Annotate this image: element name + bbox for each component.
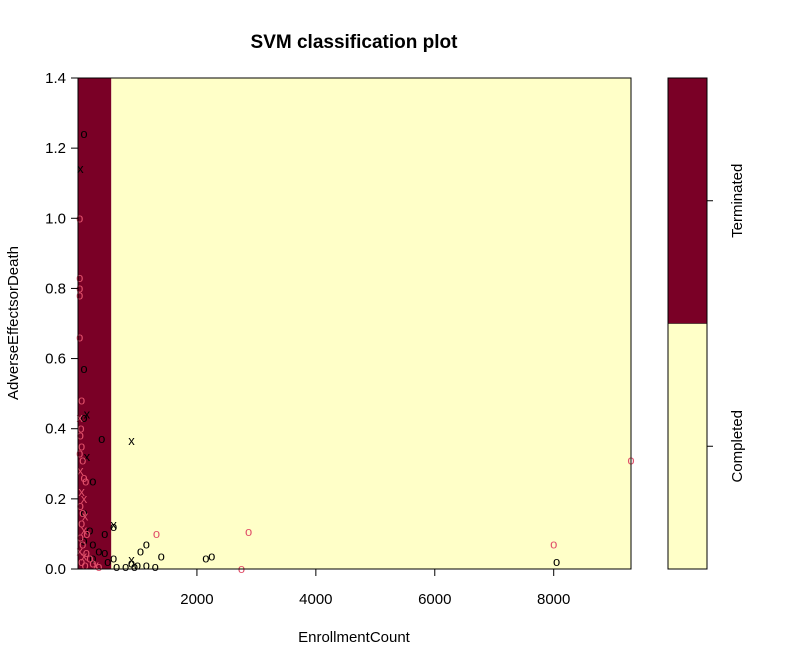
point-terminated: o [77,498,84,513]
point-terminated: o [78,554,85,569]
point-terminated: o [82,473,89,488]
point-completed: x [84,449,91,464]
point-terminated: o [86,550,93,565]
point-terminated: o [76,287,83,302]
point-terminated: o [82,557,89,572]
region-terminated [78,78,112,569]
point-completed: o [137,543,144,558]
x-axis-label: EnrollmentCount [298,629,411,646]
point-completed: o [95,543,102,558]
point-completed: o [208,549,215,564]
point-terminated: o [83,545,90,560]
point-terminated: o [76,210,83,225]
point-terminated: o [89,556,96,571]
point-terminated: o [76,280,83,295]
legend-swatch-terminated [668,78,707,324]
point-completed: o [86,522,93,537]
point-completed: x [84,407,91,422]
y-tick-label: 1.0 [45,210,66,227]
point-terminated: x [77,463,84,478]
point-completed: o [80,361,87,376]
point-terminated: x [82,508,89,523]
point-completed: x [128,552,135,567]
point-completed: o [122,559,129,574]
y-tick-label: 0.4 [45,421,66,438]
y-tick-label: 0.0 [45,561,66,578]
point-terminated: x [81,522,88,537]
point-completed: o [101,545,108,560]
point-terminated: o [77,428,84,443]
point-completed: o [80,533,87,548]
point-completed: x [110,517,117,532]
x-axis: 2000 4000 6000 8000 [180,569,570,608]
point-completed: o [110,519,117,534]
point-terminated: x [78,484,85,499]
point-completed: o [128,556,135,571]
point-completed: x [128,433,135,448]
point-completed: o [553,554,560,569]
point-terminated: o [153,526,160,541]
point-terminated: x [93,557,100,572]
point-completed: o [143,536,150,551]
point-terminated: x [81,491,88,506]
y-axis-label: AdverseEffectsorDeath [5,246,22,400]
point-terminated: o [78,515,85,530]
point-terminated: o [80,470,87,485]
point-terminated: o [78,438,85,453]
legend-label-terminated: Terminated [729,164,746,238]
point-terminated: o [83,526,90,541]
x-tick-label: 8000 [537,591,570,608]
point-completed: o [158,549,165,564]
point-completed: x [77,161,84,176]
point-completed: o [104,554,111,569]
legend: Terminated Completed [667,77,746,570]
chart-title: SVM classification plot [251,32,459,53]
y-tick-label: 0.6 [45,351,66,368]
y-tick-label: 1.2 [45,140,66,157]
legend-swatch-completed [668,323,707,569]
point-terminated: o [76,445,83,460]
point-completed: o [89,550,96,565]
point-terminated: o [79,505,86,520]
point-completed: o [131,559,138,574]
point-terminated: o [79,536,86,551]
legend-label-completed: Completed [729,410,746,483]
point-completed: o [98,431,105,446]
point-completed: o [89,536,96,551]
point-completed: o [110,550,117,565]
point-completed: o [202,550,209,565]
y-axis: 0.0 0.2 0.4 0.6 0.8 1.0 1.2 1.4 [45,70,79,578]
point-terminated: o [95,559,102,574]
point-completed: o [113,559,120,574]
point-completed: o [80,410,87,425]
point-terminated: o [78,393,85,408]
x-tick-label: 6000 [418,591,451,608]
point-terminated: x [81,549,88,564]
point-terminated: o [79,452,86,467]
point-completed: o [134,557,141,572]
region-completed [111,78,631,569]
point-completed: o [80,505,87,520]
point-terminated: o [77,529,84,544]
decision-regions [78,78,631,569]
point-completed: o [80,126,87,141]
point-terminated: x [77,410,84,425]
point-terminated: o [76,270,83,285]
point-terminated: x [77,543,84,558]
point-terminated: o [76,330,83,345]
point-completed: o [101,526,108,541]
x-tick-label: 4000 [299,591,332,608]
point-terminated: o [77,421,84,436]
y-tick-label: 1.4 [45,70,66,87]
point-completed: o [152,559,159,574]
point-completed: o [89,473,96,488]
point-terminated: o [550,536,557,551]
point-completed: o [143,557,150,572]
y-tick-label: 0.8 [45,280,66,297]
point-terminated: o [245,524,252,539]
x-tick-label: 2000 [180,591,213,608]
y-tick-label: 0.2 [45,491,66,508]
